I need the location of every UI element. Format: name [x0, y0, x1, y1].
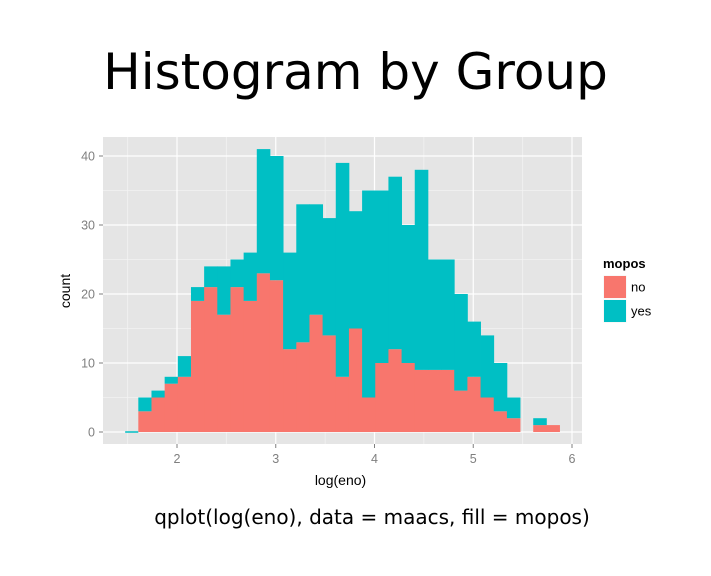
- bar-yes: [322, 218, 337, 336]
- legend: mopos no yes: [602, 256, 652, 324]
- bar-no: [138, 411, 152, 432]
- y-axis: 0 10 20 30 40: [81, 150, 103, 440]
- bar-no: [269, 280, 284, 432]
- bar-no: [204, 287, 218, 432]
- legend-title: mopos: [603, 256, 646, 271]
- bar-yes: [309, 204, 324, 315]
- bar-yes: [230, 259, 245, 288]
- legend-label-no: no: [631, 280, 645, 295]
- x-tick-label: 4: [371, 452, 378, 466]
- bar-no: [467, 376, 481, 432]
- bar-no: [506, 418, 521, 432]
- bar-no: [427, 369, 442, 432]
- y-tick-label: 10: [81, 357, 95, 371]
- slide-title: Histogram by Group: [103, 43, 608, 101]
- bar-yes: [283, 252, 297, 350]
- bar-no: [230, 287, 245, 432]
- legend-key-yes: [604, 300, 626, 322]
- bar-yes: [533, 418, 547, 426]
- bar-yes: [256, 149, 271, 274]
- bar-no: [151, 397, 166, 432]
- bar-yes: [375, 190, 389, 363]
- bar-no: [243, 300, 258, 432]
- bar-yes: [414, 169, 429, 370]
- bar-yes: [467, 321, 481, 377]
- y-tick-label: 30: [81, 219, 95, 233]
- bar-no: [217, 314, 231, 432]
- bar-yes: [401, 225, 416, 363]
- bar-no: [533, 425, 547, 432]
- bar-no: [493, 411, 508, 432]
- bar-yes: [506, 397, 521, 419]
- x-axis: 2 3 4 5 6: [174, 444, 576, 466]
- bar-yes: [480, 335, 495, 398]
- bar-yes: [335, 162, 350, 377]
- bar-no: [401, 363, 416, 432]
- x-axis-title: log(eno): [315, 472, 366, 488]
- bar-no: [283, 349, 297, 432]
- bar-yes: [296, 204, 310, 343]
- bar-yes: [217, 266, 231, 315]
- bar-yes: [454, 294, 468, 391]
- y-axis-title: count: [57, 274, 73, 308]
- bar-yes: [138, 397, 152, 412]
- bar-no: [348, 328, 363, 432]
- bar-yes: [204, 266, 218, 288]
- bar-no: [362, 397, 376, 432]
- bar-yes: [164, 376, 179, 384]
- bar-no: [164, 383, 179, 432]
- bar-no: [256, 273, 271, 432]
- legend-key-no: [604, 276, 626, 298]
- y-tick-label: 0: [88, 426, 95, 440]
- bar-no: [414, 369, 429, 432]
- bar-yes: [388, 176, 402, 350]
- code-caption: qplot(log(eno), data = maacs, fill = mop…: [154, 505, 590, 529]
- bar-yes: [190, 287, 205, 301]
- bar-yes: [348, 211, 363, 329]
- y-tick-label: 40: [81, 150, 95, 164]
- bar-no: [296, 342, 310, 432]
- x-tick-label: 3: [272, 452, 279, 466]
- bar-no: [375, 363, 389, 432]
- bar-yes: [427, 259, 442, 370]
- bar-yes: [493, 363, 508, 412]
- x-tick-label: 2: [174, 452, 181, 466]
- legend-label-yes: yes: [631, 304, 652, 319]
- bar-no: [190, 300, 205, 432]
- bar-no: [309, 314, 324, 432]
- bar-no: [480, 397, 495, 432]
- bar-yes: [151, 390, 166, 398]
- bar-no: [388, 349, 402, 432]
- bar-no: [454, 390, 468, 432]
- y-tick-label: 20: [81, 288, 95, 302]
- bar-no: [335, 376, 350, 432]
- bar-yes: [243, 252, 258, 301]
- bar-no: [546, 425, 560, 432]
- x-tick-label: 5: [470, 452, 477, 466]
- bar-no: [441, 369, 455, 432]
- bar-yes: [177, 356, 192, 377]
- bar-no: [177, 376, 192, 432]
- bars-layer: [125, 149, 560, 433]
- x-tick-label: 6: [569, 452, 576, 466]
- bar-yes: [362, 190, 376, 398]
- bar-yes: [269, 156, 284, 281]
- bar-yes: [441, 259, 455, 370]
- bar-no: [322, 335, 337, 432]
